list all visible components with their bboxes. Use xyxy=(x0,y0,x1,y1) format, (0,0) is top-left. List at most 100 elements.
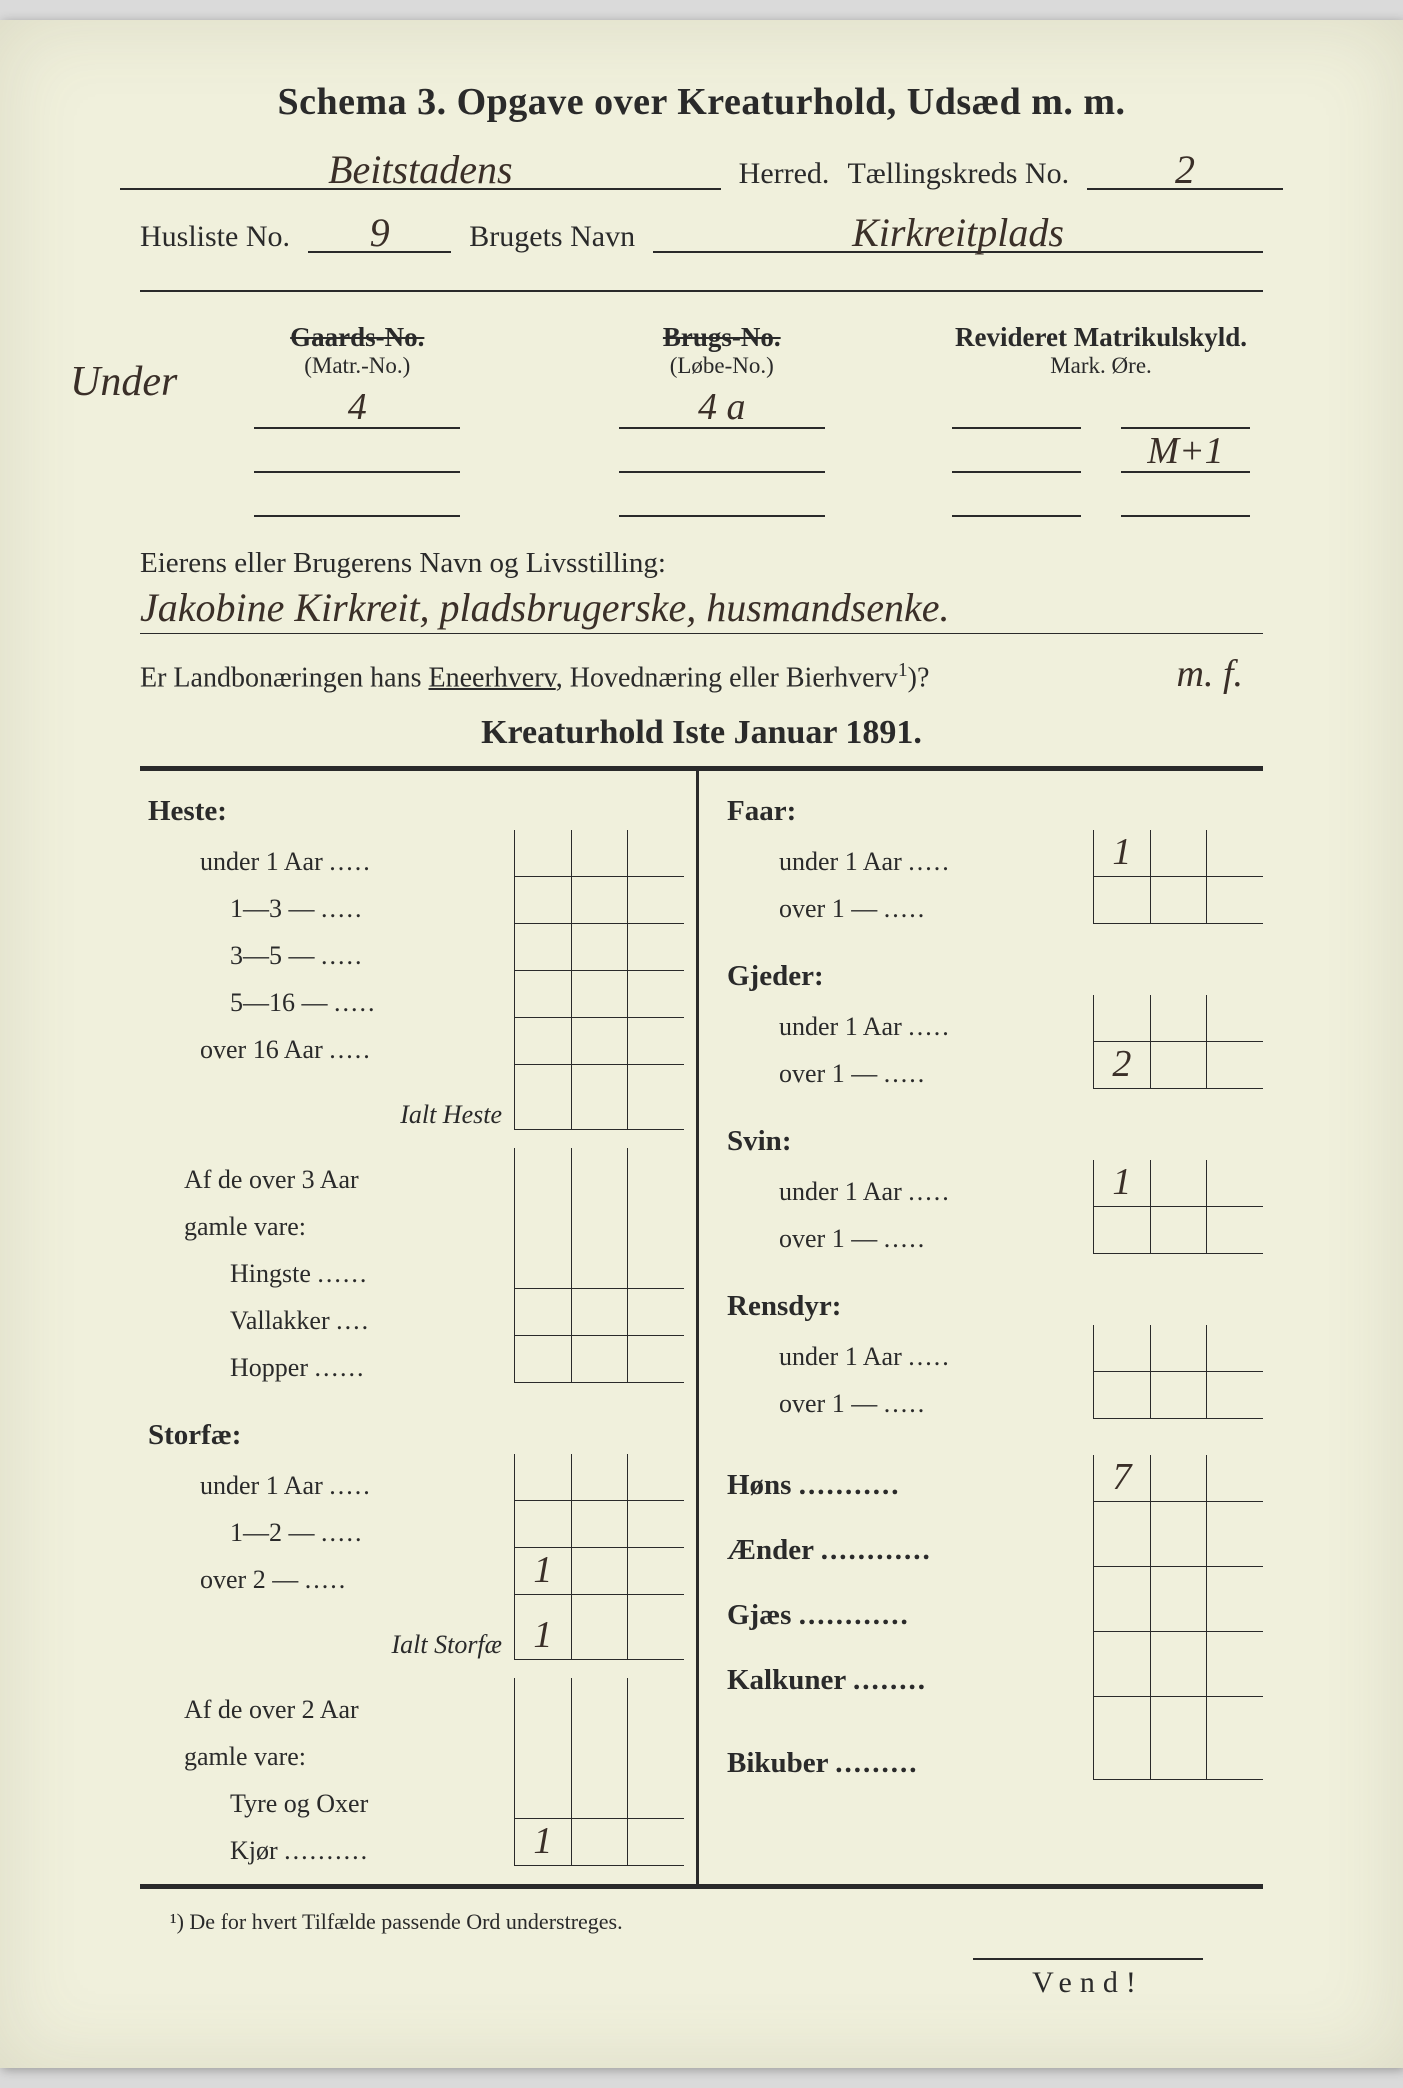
value-cell xyxy=(1207,1585,1263,1632)
value-cell xyxy=(572,1083,629,1130)
data-row: under 1 Aar .....1 xyxy=(719,830,1263,877)
value-cell xyxy=(628,1454,684,1501)
subtotal-label: Ialt Heste xyxy=(140,1100,514,1130)
value-cells xyxy=(1093,877,1263,924)
value-cell xyxy=(1151,1372,1208,1419)
erland-mf: m. f. xyxy=(1177,652,1244,696)
value-cell xyxy=(1151,1325,1208,1372)
value-cell xyxy=(628,1336,684,1383)
single-row: Gjæs ............ xyxy=(719,1585,1263,1632)
data-row: 1—3 — ..... xyxy=(140,877,684,924)
value-cell xyxy=(1151,995,1208,1042)
value-cells xyxy=(1093,1325,1263,1372)
value-cell xyxy=(515,1725,572,1772)
value-cell xyxy=(1094,1585,1151,1632)
value-cell xyxy=(1151,1650,1208,1697)
row-label: over 2 — ..... xyxy=(140,1565,514,1595)
row-label: under 1 Aar ..... xyxy=(719,1342,1093,1372)
value-cells xyxy=(514,830,684,877)
livestock-table: Heste:under 1 Aar .....1—3 — .....3—5 — … xyxy=(140,771,1263,1889)
value-cells: 1 xyxy=(1093,1160,1263,1207)
value-cell xyxy=(628,1595,684,1613)
spacer xyxy=(140,1660,684,1678)
row-label: over 1 — ..... xyxy=(719,1059,1093,1089)
value-cell xyxy=(515,1018,572,1065)
row-label: Tyre og Oxer xyxy=(140,1789,514,1819)
rev-2-ore xyxy=(1121,473,1251,517)
subgroup-label: Af de over 3 Aar xyxy=(140,1165,514,1195)
value-cells xyxy=(514,1289,684,1336)
value-cell xyxy=(515,830,572,877)
value-cells xyxy=(514,924,684,971)
value-cell xyxy=(1207,830,1263,877)
value-cell: 1 xyxy=(1094,830,1151,877)
row-label: 3—5 — ..... xyxy=(140,941,514,971)
group-header: Faar: xyxy=(719,795,1263,828)
row-label: over 16 Aar ..... xyxy=(140,1035,514,1065)
data-row: over 2 — .....1 xyxy=(140,1548,684,1595)
erland-pre: Er Landbonæringen hans xyxy=(140,662,429,693)
spacer-row xyxy=(140,1065,684,1083)
value-cell xyxy=(515,1065,572,1083)
row-label: Gjæs ............ xyxy=(719,1599,1093,1632)
value-cell xyxy=(572,1454,629,1501)
brugs-sub: (Løbe-No.) xyxy=(575,353,870,379)
single-row: Ænder ............ xyxy=(719,1520,1263,1567)
spacer xyxy=(140,1383,684,1401)
row-label: 1—2 — ..... xyxy=(140,1518,514,1548)
value-cell xyxy=(1207,1325,1263,1372)
row-label: Kjør .......... xyxy=(140,1836,514,1866)
value-cells xyxy=(514,971,684,1018)
data-row: Vallakker .... xyxy=(140,1289,684,1336)
value-cell xyxy=(1094,1372,1151,1419)
subtotal-row: Ialt Storfæ1 xyxy=(140,1613,684,1660)
value-cell xyxy=(515,924,572,971)
value-cell xyxy=(1207,1160,1263,1207)
value-cell xyxy=(572,971,629,1018)
value-cell xyxy=(1207,1697,1263,1715)
data-row: 3—5 — ..... xyxy=(140,924,684,971)
value-cell xyxy=(1094,1697,1151,1715)
value-cell xyxy=(515,1772,572,1819)
value-cells xyxy=(1093,1632,1263,1650)
value-cells xyxy=(514,1195,684,1242)
brugs-val-2 xyxy=(619,473,825,517)
value-cell xyxy=(1151,1042,1208,1089)
footnote: ¹) De for hvert Tilfælde passende Ord un… xyxy=(100,1889,1303,1935)
value-cell xyxy=(572,1678,629,1725)
value-cell xyxy=(572,1195,629,1242)
value-cell xyxy=(1094,1325,1151,1372)
single-row: Bikuber ......... xyxy=(719,1733,1263,1780)
spacer-row xyxy=(719,1502,1263,1520)
value-cell xyxy=(1207,1502,1263,1520)
value-cell xyxy=(628,1819,684,1866)
gaard-val-1 xyxy=(254,429,460,473)
value-cell xyxy=(572,1613,629,1660)
value-cells xyxy=(514,1595,684,1613)
owner-hdr: Eierens eller Brugerens Navn og Livsstil… xyxy=(140,547,1263,580)
rev-2-mark xyxy=(952,473,1082,517)
value-cell: 1 xyxy=(1094,1160,1151,1207)
value-cell xyxy=(628,830,684,877)
husliste-label: Husliste No. xyxy=(140,220,290,254)
value-cell xyxy=(628,1501,684,1548)
value-cell xyxy=(1151,1632,1208,1650)
value-cell xyxy=(628,1725,684,1772)
data-row: under 1 Aar ..... xyxy=(140,1454,684,1501)
value-cell xyxy=(1094,1715,1151,1733)
value-cell xyxy=(572,1595,629,1613)
value-cell xyxy=(1151,1520,1208,1567)
row-label: Hingste ...... xyxy=(140,1259,514,1289)
bruget-value: Kirkreitplads xyxy=(653,215,1263,253)
row-label: under 1 Aar ..... xyxy=(140,1471,514,1501)
value-cell xyxy=(1094,1207,1151,1254)
value-cell xyxy=(572,1819,629,1866)
value-cell xyxy=(628,1772,684,1819)
value-cell xyxy=(1151,1160,1208,1207)
rev-col: Revideret Matrikulskyld. Mark. Øre. M+1 xyxy=(939,322,1263,517)
data-row: under 1 Aar ..... xyxy=(719,995,1263,1042)
value-cell xyxy=(572,924,629,971)
single-row: Høns ...........7 xyxy=(719,1455,1263,1502)
rev-hdr: Revideret Matrikulskyld. xyxy=(939,322,1263,353)
value-cell xyxy=(572,1065,629,1083)
